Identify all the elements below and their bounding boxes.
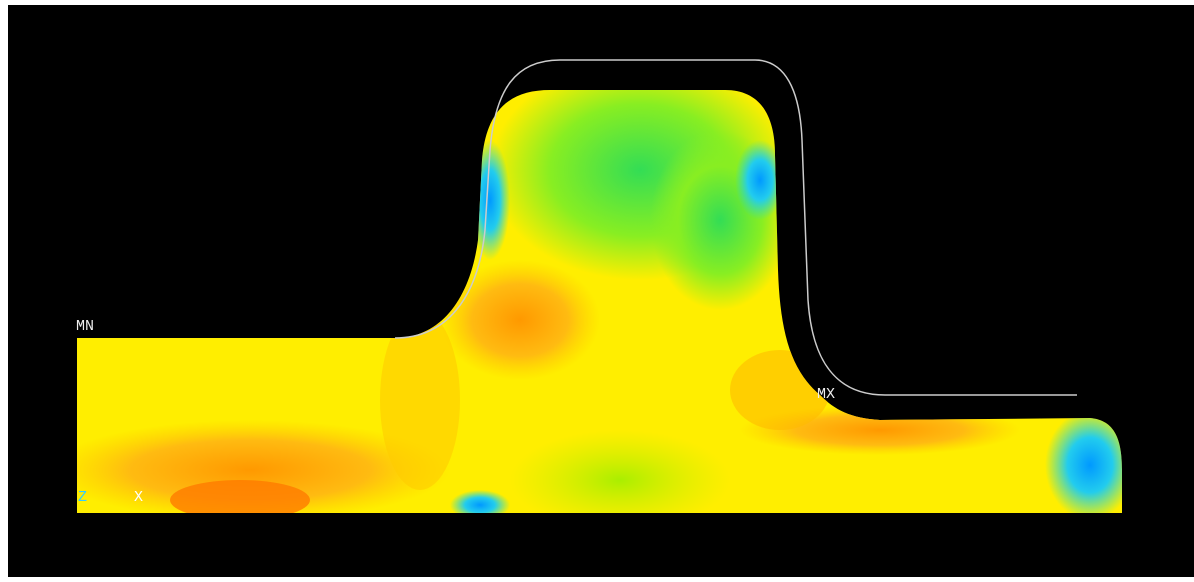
min-label: MN	[76, 318, 94, 335]
axis-z-label: Z	[78, 489, 87, 506]
max-label: MX	[817, 386, 835, 403]
axis-x-label: X	[134, 489, 143, 506]
page: MN MX Z X (() => { const data = JSON.par…	[0, 0, 1194, 582]
viewport: MN MX Z X	[0, 0, 1194, 582]
